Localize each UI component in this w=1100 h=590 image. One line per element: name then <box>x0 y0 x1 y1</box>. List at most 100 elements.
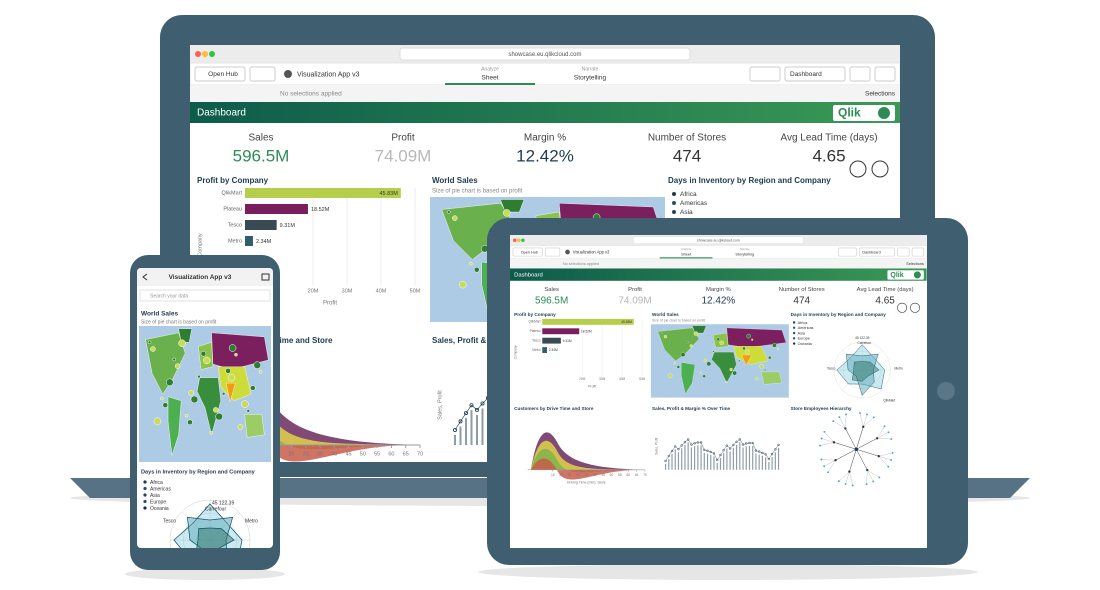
map-pie <box>459 280 467 289</box>
next-button[interactable] <box>911 247 925 257</box>
logo-mark <box>913 271 921 279</box>
bar <box>542 318 634 325</box>
more-button[interactable] <box>910 302 921 313</box>
window-button[interactable] <box>517 238 521 243</box>
legend-dot <box>792 326 796 329</box>
radar-axis <box>209 539 239 548</box>
tick-label: 20M <box>308 288 319 294</box>
bookmark-button[interactable] <box>838 247 857 257</box>
expand-button[interactable] <box>897 302 908 313</box>
selections-button[interactable]: Selections <box>906 262 924 266</box>
prev-button[interactable] <box>897 247 910 257</box>
edge <box>839 416 846 429</box>
map-pie <box>174 363 181 369</box>
tab-name[interactable]: Sheet <box>681 252 692 256</box>
node <box>819 444 822 447</box>
bar <box>245 220 277 230</box>
bar <box>771 457 773 470</box>
map-pie <box>660 332 663 335</box>
tick-label: 50M <box>639 377 646 381</box>
menu-button[interactable] <box>249 66 276 82</box>
radar-axis <box>181 511 211 541</box>
map-pie <box>447 210 451 214</box>
open-hub-button[interactable] <box>194 66 246 82</box>
map-pie <box>755 377 759 381</box>
bar <box>755 453 757 470</box>
bar <box>748 445 751 470</box>
open-hub[interactable]: Open Hub <box>521 250 538 254</box>
map-pie <box>237 424 244 430</box>
bar <box>481 408 484 445</box>
tab-name[interactable]: Storytelling <box>574 75 607 82</box>
legend-dot <box>672 210 676 214</box>
back-icon[interactable] <box>142 273 148 281</box>
window-button[interactable] <box>209 51 215 57</box>
search-field[interactable] <box>139 289 271 302</box>
prev-button[interactable] <box>849 66 871 82</box>
phone-app: Visualization App v3 Search your data Worl… <box>137 268 273 548</box>
app-icon <box>284 70 292 78</box>
bar <box>761 455 763 470</box>
node <box>883 425 886 428</box>
bookmark-button[interactable] <box>749 66 781 82</box>
edge <box>867 469 880 478</box>
bar <box>684 445 686 470</box>
search-placeholder[interactable]: Search your data <box>150 293 188 299</box>
bar <box>690 447 692 470</box>
map-region <box>500 199 525 213</box>
node <box>862 425 865 428</box>
map-pie <box>667 373 673 378</box>
edge <box>821 459 836 461</box>
axis-title: Company <box>197 233 203 257</box>
value-label: 18.52M <box>311 207 330 213</box>
radar-label: Carrefour <box>858 341 873 345</box>
tab-name[interactable]: Sheet <box>482 75 499 82</box>
category-label: Plateau <box>223 206 242 212</box>
tick-label: 40 <box>331 451 337 457</box>
url-field[interactable] <box>632 236 804 245</box>
sheet-button[interactable] <box>858 247 895 257</box>
map-pie <box>221 391 226 396</box>
sheet-name[interactable]: Dashboard <box>790 71 822 78</box>
map-region <box>711 351 737 384</box>
next-button[interactable] <box>874 66 896 82</box>
expand-button[interactable] <box>849 160 867 178</box>
panel-subtitle: Size of pie chart is based on profit <box>432 189 523 195</box>
legend-dot <box>143 480 147 484</box>
window-button[interactable] <box>521 238 525 243</box>
map-pie <box>215 412 223 421</box>
bar <box>752 445 754 470</box>
axis-title: Sales, Profit <box>655 438 659 455</box>
sheet-button[interactable] <box>784 66 846 82</box>
sheet-name[interactable]: Dashboard <box>862 250 881 254</box>
map-pie <box>502 209 511 217</box>
bar <box>729 451 731 470</box>
selection-status: No selections applied <box>280 91 342 98</box>
axis-title: Profit <box>323 301 337 307</box>
map-pie <box>200 350 207 357</box>
area <box>530 440 646 470</box>
open-hub-button[interactable] <box>512 247 543 257</box>
kpi-label: Avg Lead Time (days) <box>857 287 914 293</box>
open-hub[interactable]: Open Hub <box>208 71 238 78</box>
window-button[interactable] <box>202 51 208 57</box>
edge <box>877 438 892 440</box>
node <box>851 484 854 487</box>
map-pie <box>764 368 767 372</box>
more-button[interactable] <box>871 160 889 178</box>
url-field[interactable] <box>399 47 691 61</box>
menu-button[interactable] <box>544 247 561 257</box>
menu-icon[interactable] <box>261 273 270 281</box>
selections-button[interactable]: Selections <box>865 91 896 98</box>
app-title: Visualization App v3 <box>297 71 360 78</box>
tick-label: 35 <box>585 473 589 477</box>
tab-name[interactable]: Storytelling <box>735 252 754 256</box>
window-button[interactable] <box>195 51 201 57</box>
node <box>859 412 861 414</box>
bar <box>459 426 462 445</box>
bar <box>710 454 712 470</box>
legend-label: Africa <box>798 321 809 325</box>
edge <box>824 460 836 467</box>
window-button[interactable] <box>512 238 517 243</box>
map-pie <box>197 374 201 379</box>
